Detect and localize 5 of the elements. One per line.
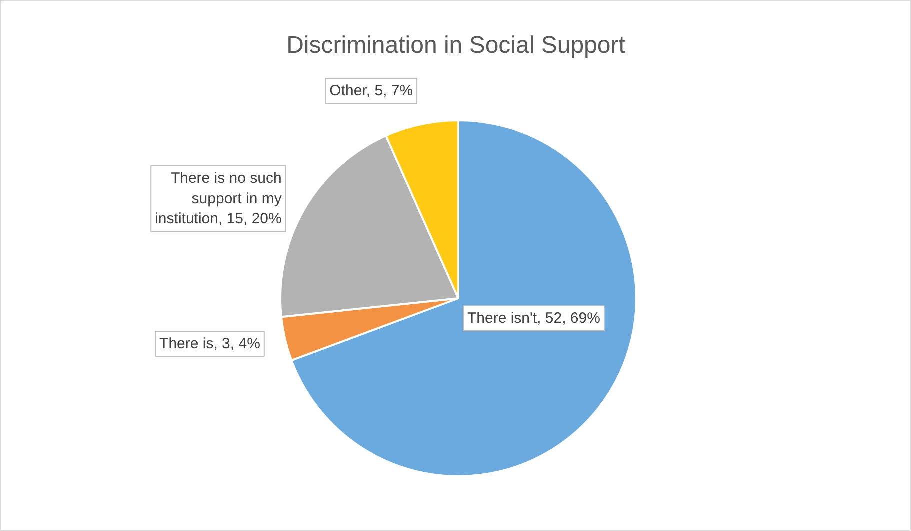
slice-label: There isn't, 52, 69%	[468, 310, 600, 327]
slice-label: There is no such support in my institution, 15, 20%	[155, 170, 282, 228]
chart-title: Discrimination in Social Support	[286, 32, 626, 59]
slice-label: Other, 5, 7%	[330, 82, 414, 100]
slice-label: There is, 3, 4%	[160, 336, 260, 353]
